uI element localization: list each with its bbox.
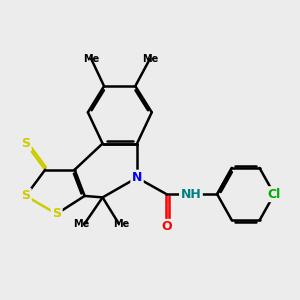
Text: Me: Me <box>114 219 130 229</box>
Text: NH: NH <box>181 188 201 201</box>
Text: N: N <box>132 171 142 184</box>
Text: O: O <box>161 220 172 233</box>
Text: Cl: Cl <box>268 188 281 201</box>
Text: Me: Me <box>142 54 158 64</box>
Text: S: S <box>21 137 30 150</box>
Text: S: S <box>52 207 61 220</box>
Text: Me: Me <box>83 54 99 64</box>
Text: S: S <box>21 189 30 203</box>
Text: Me: Me <box>74 219 90 229</box>
